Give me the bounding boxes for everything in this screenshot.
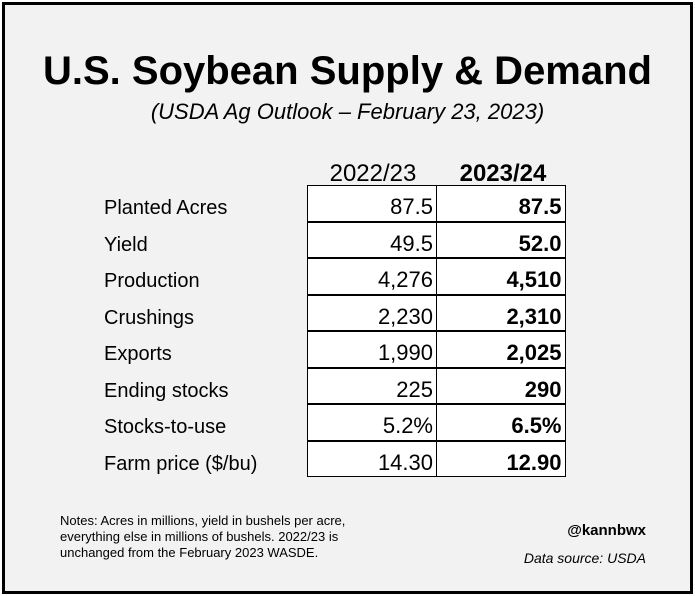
column-header: 2022/23: [329, 160, 417, 187]
column-header: 2023/24: [459, 160, 547, 187]
row-label: Ending stocks: [104, 379, 229, 402]
cell: 2,230: [307, 294, 437, 331]
cell: 4,510: [435, 258, 566, 295]
cell: 4,276: [307, 258, 437, 295]
cell: 49.5: [307, 221, 437, 258]
cell: 6.5%: [435, 404, 566, 441]
title: U.S. Soybean Supply & Demand: [42, 49, 652, 93]
cell: 14.30: [307, 440, 437, 477]
row-label: Exports: [104, 343, 172, 365]
cell: 1,990: [307, 331, 437, 368]
note-line: Notes: Acres in millions, yield in bushe…: [60, 513, 346, 528]
cell: 52.0: [435, 221, 566, 258]
cell: 87.5: [307, 185, 437, 222]
row-label: Crushings: [104, 306, 195, 329]
row-label: Farm price ($/bu): [104, 452, 258, 475]
cell: 5.2%: [307, 404, 437, 441]
cell: 12.90: [435, 440, 566, 477]
row-label: Production: [104, 270, 200, 292]
cell: 225: [307, 367, 437, 404]
handle: @kannbwx: [567, 522, 646, 539]
row-label: Stocks-to-use: [104, 416, 227, 438]
cell: 2,025: [435, 331, 566, 368]
cell: 2,310: [435, 294, 566, 331]
cell: 87.5: [435, 185, 566, 222]
row-label: Planted Acres: [104, 197, 228, 219]
row-label: Yield: [104, 233, 148, 256]
cell: 290: [435, 367, 566, 404]
note-line: everything else in millions of bushels. …: [60, 529, 339, 544]
note-line: unchanged from the February 2023 WASDE.: [60, 545, 319, 560]
subtitle: (USDA Ag Outlook – February 23, 2023): [150, 99, 545, 124]
source: Data source: USDA: [523, 550, 646, 566]
